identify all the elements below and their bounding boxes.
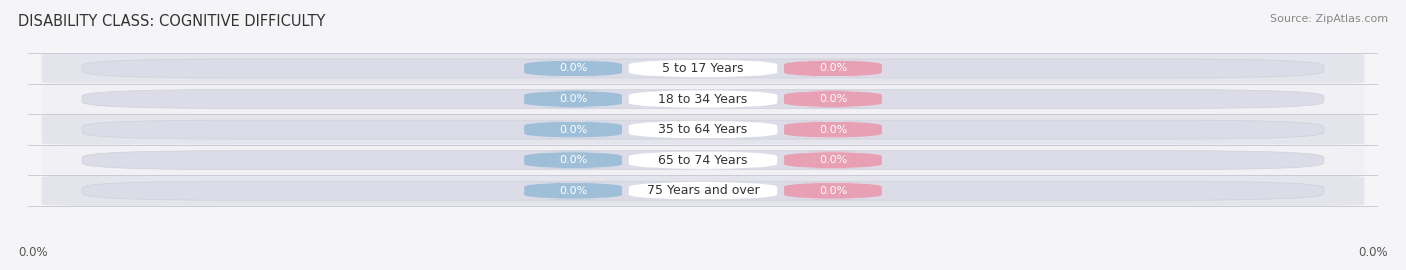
FancyBboxPatch shape xyxy=(82,59,1324,78)
FancyBboxPatch shape xyxy=(520,90,626,107)
Text: 35 to 64 Years: 35 to 64 Years xyxy=(658,123,748,136)
FancyBboxPatch shape xyxy=(520,182,626,199)
FancyBboxPatch shape xyxy=(82,181,1324,200)
FancyBboxPatch shape xyxy=(520,152,626,169)
FancyBboxPatch shape xyxy=(780,90,886,107)
Text: 0.0%: 0.0% xyxy=(1358,246,1388,259)
Text: 0.0%: 0.0% xyxy=(560,94,588,104)
FancyBboxPatch shape xyxy=(82,90,1324,109)
Text: 0.0%: 0.0% xyxy=(818,124,846,135)
FancyBboxPatch shape xyxy=(42,84,1364,114)
FancyBboxPatch shape xyxy=(780,182,886,199)
FancyBboxPatch shape xyxy=(42,176,1364,206)
FancyBboxPatch shape xyxy=(42,145,1364,175)
FancyBboxPatch shape xyxy=(628,59,778,78)
FancyBboxPatch shape xyxy=(42,53,1364,83)
FancyBboxPatch shape xyxy=(42,115,1364,144)
Text: 0.0%: 0.0% xyxy=(18,246,48,259)
Text: 0.0%: 0.0% xyxy=(560,186,588,196)
FancyBboxPatch shape xyxy=(780,60,886,77)
FancyBboxPatch shape xyxy=(82,151,1324,170)
Legend: Male, Female: Male, Female xyxy=(638,266,768,270)
Text: 0.0%: 0.0% xyxy=(818,94,846,104)
Text: 65 to 74 Years: 65 to 74 Years xyxy=(658,154,748,167)
FancyBboxPatch shape xyxy=(780,152,886,169)
Text: 0.0%: 0.0% xyxy=(560,124,588,135)
Text: 5 to 17 Years: 5 to 17 Years xyxy=(662,62,744,75)
Text: 0.0%: 0.0% xyxy=(818,155,846,165)
Text: 0.0%: 0.0% xyxy=(818,186,846,196)
FancyBboxPatch shape xyxy=(520,121,626,138)
FancyBboxPatch shape xyxy=(780,121,886,138)
FancyBboxPatch shape xyxy=(628,181,778,200)
Text: Source: ZipAtlas.com: Source: ZipAtlas.com xyxy=(1270,14,1388,23)
Text: 0.0%: 0.0% xyxy=(560,63,588,73)
Text: DISABILITY CLASS: COGNITIVE DIFFICULTY: DISABILITY CLASS: COGNITIVE DIFFICULTY xyxy=(18,14,326,29)
Text: 75 Years and over: 75 Years and over xyxy=(647,184,759,197)
FancyBboxPatch shape xyxy=(628,151,778,169)
FancyBboxPatch shape xyxy=(628,90,778,108)
FancyBboxPatch shape xyxy=(82,120,1324,139)
FancyBboxPatch shape xyxy=(628,120,778,139)
Text: 0.0%: 0.0% xyxy=(818,63,846,73)
FancyBboxPatch shape xyxy=(520,60,626,77)
Text: 0.0%: 0.0% xyxy=(560,155,588,165)
Text: 18 to 34 Years: 18 to 34 Years xyxy=(658,93,748,106)
